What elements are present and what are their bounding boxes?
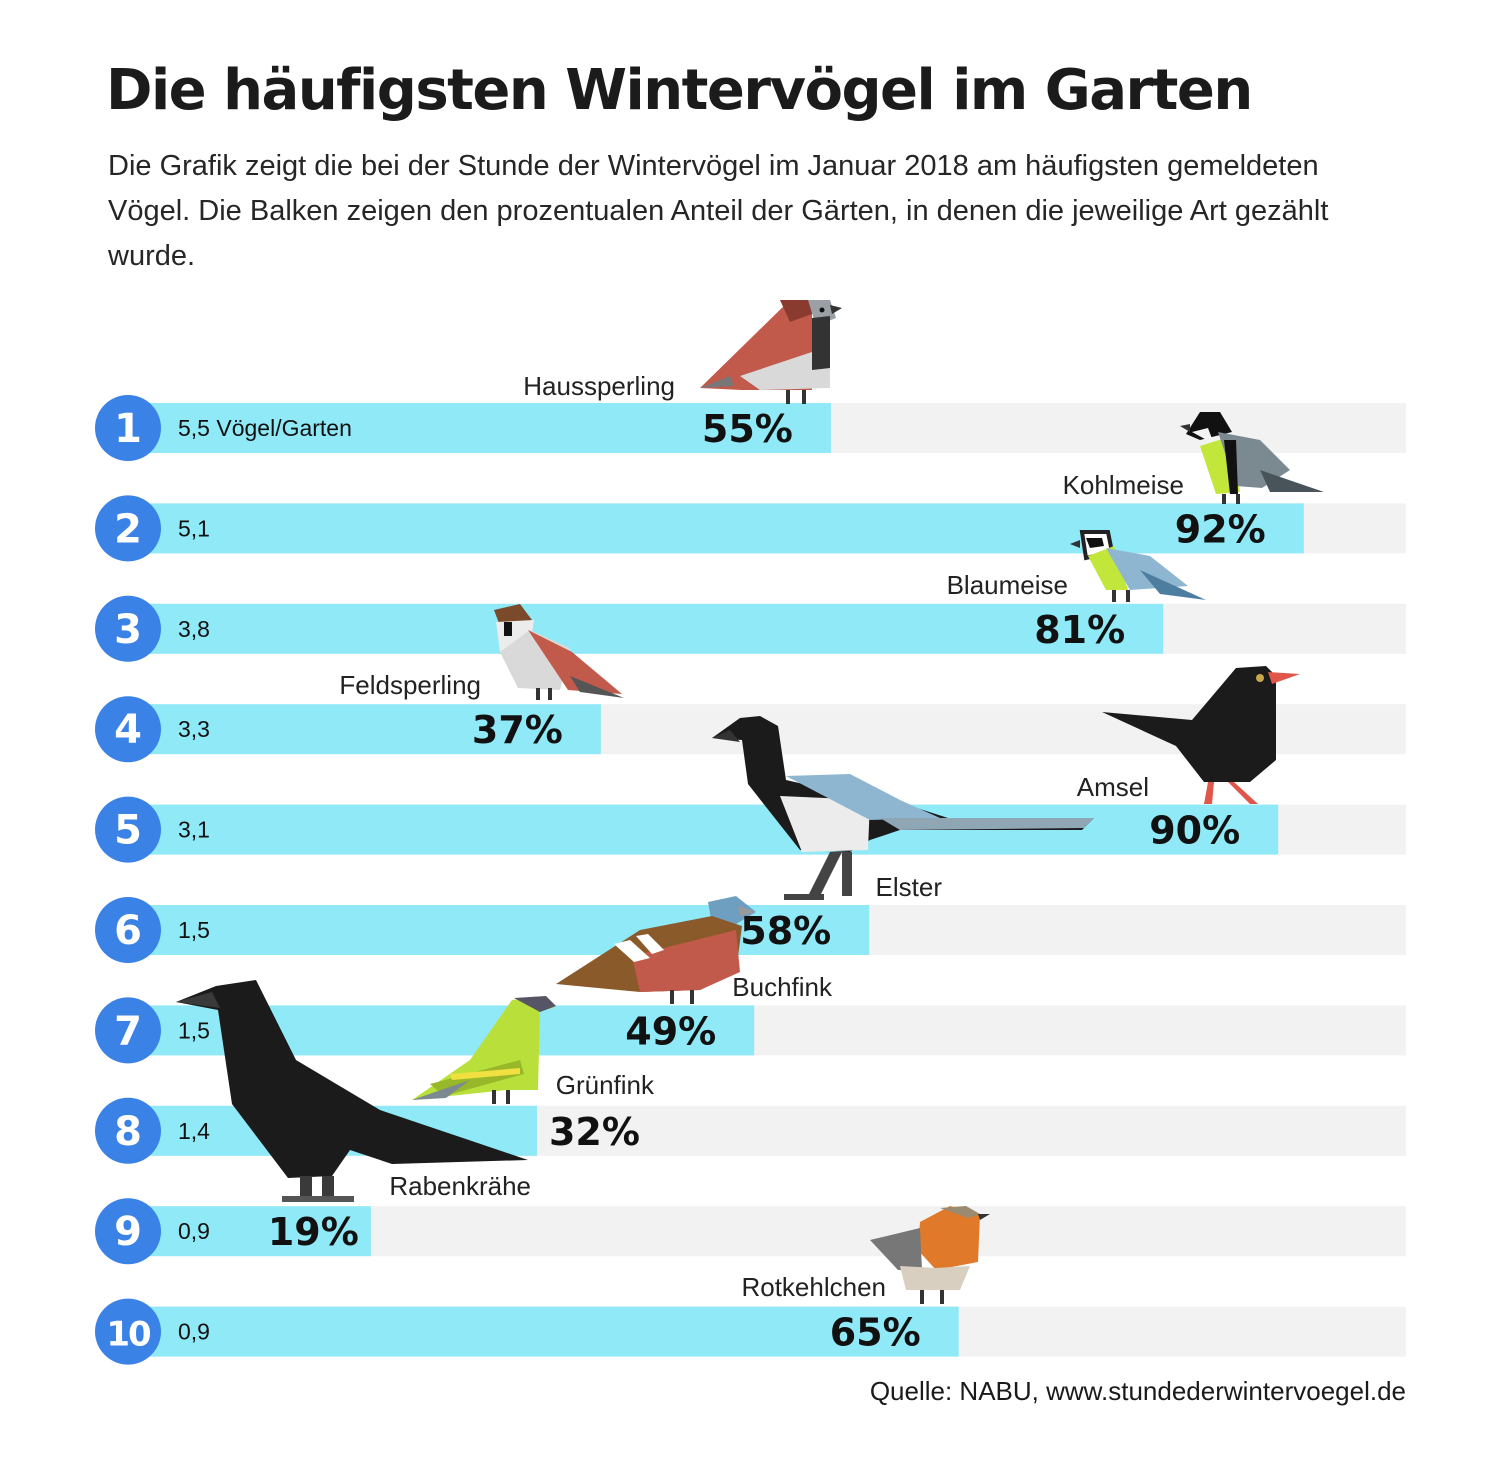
bird-name-label: Blaumeise — [947, 570, 1068, 600]
rank-circle — [95, 1198, 161, 1265]
value-label: 19% — [268, 1210, 359, 1254]
bar — [128, 503, 1304, 554]
value-label: 58% — [740, 909, 831, 953]
rank-circle — [95, 696, 161, 763]
count-label: 5,5 Vögel/Garten — [178, 415, 352, 441]
value-label: 37% — [472, 708, 563, 752]
bird-name-label: Kohlmeise — [1063, 470, 1184, 500]
bird-name-label: Buchfink — [732, 972, 833, 1002]
amsel-icon — [1102, 666, 1300, 804]
count-labels: 5,5 Vögel/Garten 5,1 3,8 3,3 3,1 1,5 1,5 1,4 0,9… — [178, 415, 352, 1345]
rank-circle — [95, 395, 161, 461]
kohlmeise-icon — [1180, 412, 1324, 504]
value-label: 32% — [549, 1110, 640, 1154]
rank-number: 10 — [106, 1315, 151, 1355]
bird-name-label: Amsel — [1077, 772, 1149, 802]
value-label: 81% — [1034, 608, 1125, 652]
value-label: 55% — [702, 407, 793, 451]
count-label: 1,4 — [178, 1118, 210, 1144]
count-label: 3,8 — [178, 616, 210, 642]
count-label: 5,1 — [178, 515, 210, 541]
rank-number: 1 — [114, 406, 142, 452]
rank-circle — [95, 595, 161, 662]
haussperling-icon — [700, 300, 842, 404]
blaumeise-icon — [1070, 530, 1206, 602]
rank-number: 4 — [114, 707, 142, 753]
bar — [128, 603, 1164, 654]
feldsperling-icon — [494, 604, 624, 700]
value-label: 65% — [830, 1311, 921, 1355]
rank-circle — [95, 1097, 161, 1164]
rank-number: 5 — [114, 808, 142, 854]
count-label: 0,9 — [178, 1319, 210, 1345]
count-label: 1,5 — [178, 917, 210, 943]
rank-circle — [95, 1298, 161, 1365]
rank-number: 6 — [114, 908, 142, 954]
count-label: 0,9 — [178, 1218, 210, 1244]
rank-circle — [95, 897, 161, 963]
rank-circle — [95, 997, 161, 1064]
count-label: 1,5 — [178, 1017, 210, 1043]
rank-number: 8 — [114, 1109, 142, 1155]
elster-icon — [712, 716, 1094, 900]
value-label: 49% — [625, 1009, 716, 1053]
count-label: 3,1 — [178, 817, 210, 843]
bird-name-label: Grünfink — [556, 1070, 655, 1100]
rank-number: 2 — [114, 506, 142, 552]
bird-name-label: Elster — [876, 872, 943, 902]
bird-name-label: Rotkehlchen — [741, 1272, 886, 1302]
value-label: 90% — [1149, 809, 1240, 853]
bar — [128, 1306, 959, 1357]
chart-title: Die häufigsten Wintervögel im Garten — [106, 58, 1253, 123]
source-note: Quelle: NABU, www.stundederwintervoegel.… — [869, 1376, 1406, 1406]
rank-number: 9 — [114, 1209, 142, 1255]
bird-name-label: Feldsperling — [339, 670, 481, 700]
bird-names: Haussperling Kohlmeise Blaumeise Feldsperli… — [339, 371, 1184, 1302]
bird-name-label: Rabenkrähe — [389, 1171, 531, 1201]
count-label: 3,3 — [178, 716, 210, 742]
rotkehlchen-icon — [870, 1206, 990, 1304]
rank-badges: 1 2 3 4 5 6 7 8 9 10 — [95, 395, 161, 1365]
chart-subtitle: Die Grafik zeigt die bei der Stunde der … — [108, 150, 1329, 272]
bar — [128, 403, 831, 453]
rank-circle — [95, 495, 161, 562]
rank-number: 7 — [114, 1008, 142, 1054]
buchfink-icon — [556, 896, 756, 1004]
bar — [128, 1206, 371, 1257]
value-labels: 55% 92% 81% 37% 90% 58% 49% 32% 19% 65% — [268, 407, 1266, 1355]
rank-circle — [95, 796, 161, 863]
bird-illustrations — [176, 300, 1324, 1304]
bar — [128, 704, 601, 755]
bird-name-label: Haussperling — [523, 371, 675, 401]
gruenfink-icon — [412, 996, 556, 1104]
value-label: 92% — [1175, 507, 1266, 551]
rabenkraehe-icon — [176, 980, 528, 1202]
bar — [128, 804, 1279, 855]
rank-number: 3 — [114, 607, 142, 653]
